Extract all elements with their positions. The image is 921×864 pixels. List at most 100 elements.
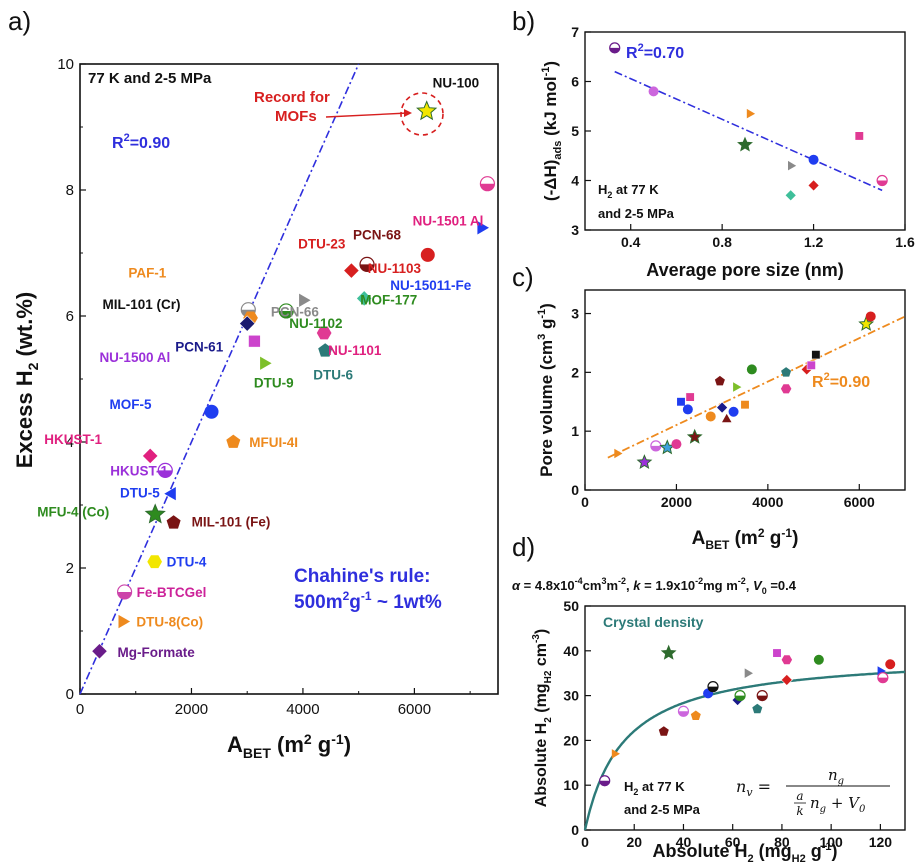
panel-a-point-label: DTU-5 [120,486,160,501]
panel-a-point-label: MFU-4 (Co) [37,504,109,519]
panel-b-y-tick-label: 7 [571,24,579,40]
panel-b-point [648,86,659,97]
panel-a-y-tick-label: 0 [66,686,74,703]
panel-c-point [780,384,792,394]
panel-a-point [420,247,435,262]
panel-d-y-axis-title: Absolute H2 (mgH2 cm-3) [531,629,554,807]
panel-b-condition-line1: H2 at 77 K [598,182,659,200]
panel-b-y-tick-label: 6 [571,74,579,90]
panel-c-point [716,401,729,414]
panel-a-point [144,503,166,524]
panel-b-x-axis-title: Average pore size (nm) [646,260,843,280]
panel-a-point-label: MOF-5 [110,397,152,412]
panel-c-point [858,315,875,331]
panel-a-point [477,221,489,235]
panel-b-point [808,154,819,165]
panel-b-fit-line-path [614,70,883,192]
panel-c-frame [584,289,906,491]
panel-c-point [728,406,739,417]
panel-b-condition-line2: and 2-5 MPa [598,206,675,221]
panel-b-x-tick-label: 0.8 [712,234,732,250]
panel-d-x-tick-label: 80 [774,834,790,850]
panel-d-parameters: α = 4.8x10-4cm3m-2, k = 1.9x10-2mg m-2, … [512,576,797,596]
panel-a-point [226,434,241,448]
panel-c-point [733,382,742,392]
panel-d-y-tick-label: 30 [563,688,579,704]
formula-k: k [796,804,803,818]
panel-a-point-labels: NU-100 NU-1501 Al NU-15011-Fe DTU-23 PCN-68 N… [37,75,483,660]
panel-a-point-label: DTU-9 [254,375,294,390]
panel-a: a) 0 2000 4000 6000 0 2 4 6 8 10 NU-100 NU-1501 Al… [8,6,499,761]
panel-d-y-tick-label: 20 [563,732,579,748]
panel-c-x-tick-label: 6000 [844,494,875,510]
panel-d-point [752,703,763,714]
panel-c-r2: R2=0.90 [812,371,870,391]
panel-d-y-tick-label: 10 [563,777,579,793]
panel-a-point-label: NU-1500 Al [99,350,170,365]
panel-c-x-tick-label: 0 [581,494,589,510]
panel-c: c) 0 2000 4000 6000 0 1 2 3 R2=0.90 ABET (m2 g-… [512,262,906,552]
panel-d-point [690,710,701,720]
panel-c-point [676,397,686,407]
panel-a-point-label: DTU-4 [167,555,207,570]
panel-d-point [744,668,753,678]
panel-b-r2: R2=0.70 [626,42,684,62]
panel-a-y-tick-label: 6 [66,308,74,325]
panel-c-point [705,411,716,422]
panel-b-x-tick-label: 1.2 [804,234,824,250]
panel-d-point [780,673,793,686]
panel-c-y-tick-label: 1 [571,423,579,439]
record-note-line2: MOFs [275,108,317,125]
panel-b-point [609,42,621,54]
panel-c-y-tick-label: 0 [571,482,579,498]
panel-c-points [614,311,876,470]
panel-a-point-label: NU-1102 [289,316,342,331]
panel-a-point-label: HKUST-1 [44,432,102,447]
panel-a-condition: 77 K and 2-5 MPa [88,70,212,87]
record-circle [400,92,444,136]
panel-a-point [416,100,438,121]
formula-lhs: nv = [736,777,771,799]
panel-a-point-label: PCN-61 [175,340,224,355]
panel-c-point [746,364,757,375]
panel-a-point [248,334,261,348]
panel-d-x-tick-label: 100 [819,834,843,850]
record-note-line1: Record for [254,89,330,106]
panel-a-x-tick-label: 4000 [286,701,319,718]
panel-b-x-tick-label: 0.4 [621,234,641,250]
panel-c-x-tick-label: 4000 [752,494,783,510]
panel-d-x-axis-title: Absolute H2 (mgH2 g-1) [653,841,838,864]
panel-b-point [746,108,756,119]
panel-b-label: b) [512,6,535,36]
panel-a-point [316,326,332,340]
panel-d-frame [584,605,906,831]
panel-a-point [91,643,108,660]
panel-b-point [807,179,820,192]
panel-a-point [116,584,133,600]
panel-a-ticks: 0 2000 4000 6000 0 2 4 6 8 10 [57,56,471,718]
record-arrow [325,112,409,118]
panel-c-point [806,360,816,370]
panel-a-x-tick-label: 6000 [398,701,431,718]
panel-a-point-label: HKUST-1 [110,463,168,478]
panel-b-point [854,131,864,141]
panel-c-point [740,400,750,410]
panel-a-point-label: MIL-101 (Fe) [192,515,271,530]
panel-a-point [318,343,333,357]
panel-a-label: a) [8,6,31,36]
panel-a-point-label: MFUI-4I [249,435,298,450]
panel-c-x-axis-title: ABET (m2 g-1) [692,526,799,552]
panel-d-condition-line1: H2 at 77 K [624,779,685,797]
formula-numerator: ng [828,766,844,787]
panel-a-y-tick-label: 10 [57,56,74,73]
panel-a-point [147,555,162,569]
panel-d-x-tick-label: 60 [725,834,741,850]
panel-c-fit-line-path [607,315,906,459]
panel-b-point [788,160,797,171]
panel-a-point-label: NU-1103 [368,261,422,276]
panel-d-point [781,655,793,665]
panel-c-point [685,392,695,402]
panel-d-point [707,681,719,693]
panel-b-y-tick-label: 4 [571,173,579,189]
